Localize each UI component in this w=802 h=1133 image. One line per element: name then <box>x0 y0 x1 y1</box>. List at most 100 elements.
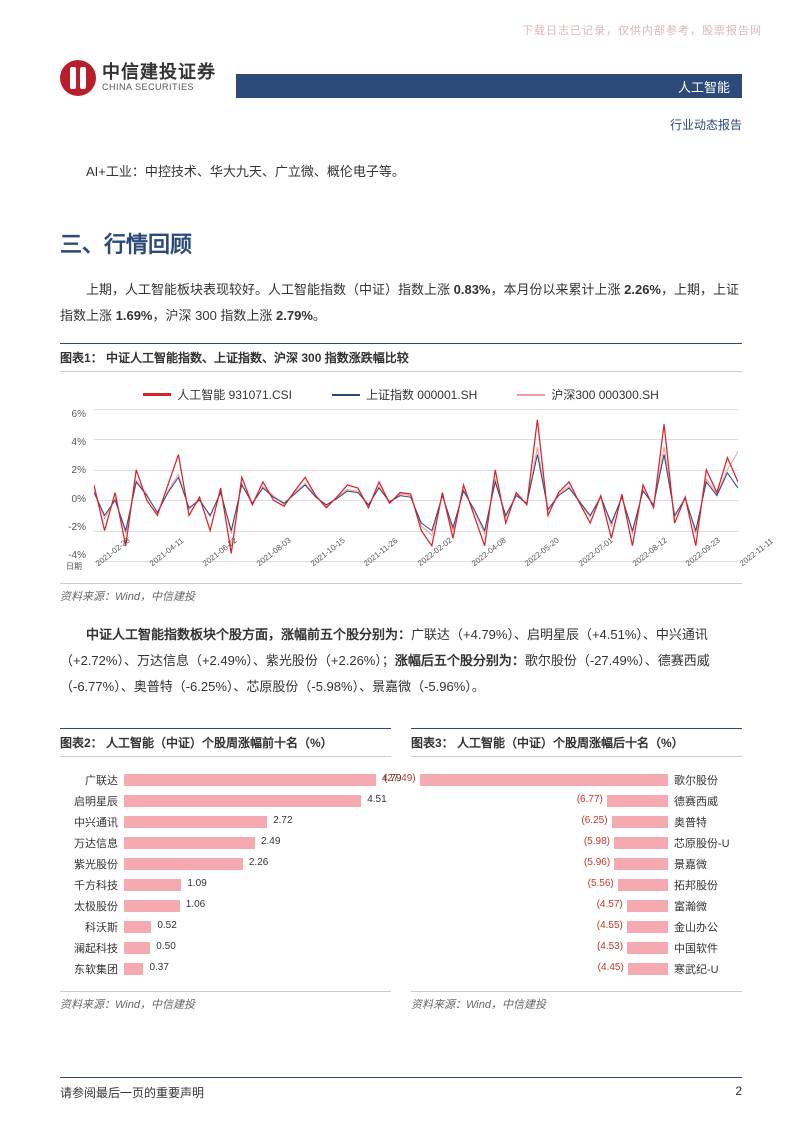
bar-label: 启明星辰 <box>64 793 124 809</box>
watermark: 下载日志已记录，仅供内部参考，股票报告网 <box>522 22 762 38</box>
bar-value: (27.49) <box>384 773 416 784</box>
bold-number: 0.83% <box>454 282 491 297</box>
legend-swatch <box>332 394 360 396</box>
chart1-source: 资料来源：Wind，中信建投 <box>60 583 742 604</box>
bar-fill <box>124 774 376 786</box>
bar-value: 2.26 <box>249 857 268 868</box>
bar-row: 紫光股份 2.26 <box>64 853 387 874</box>
bar-value: 4.51 <box>367 794 386 805</box>
bar-label: 中国软件 <box>668 940 738 956</box>
series-ai <box>94 420 738 554</box>
bar-value: (4.53) <box>597 941 623 952</box>
chart1-legend: 人工智能 931071.CSI 上证指数 000001.SH 沪深300 00030… <box>60 372 742 409</box>
bold-number: 1.69% <box>116 308 153 323</box>
bar-fill <box>124 858 243 870</box>
bar-fill <box>124 837 255 849</box>
chart3-bars: (27.49)歌尔股份(6.77)德赛西威(6.25)奥普特(5.98)芯原股份… <box>411 757 742 987</box>
bar-fill <box>607 795 668 807</box>
bar-track: 0.37 <box>124 963 387 975</box>
bold-number: 2.26% <box>624 282 661 297</box>
bar-row: (4.55)金山办公 <box>415 916 738 937</box>
bar-row: 澜起科技 0.50 <box>64 937 387 958</box>
bar-track: (6.25) <box>415 816 668 828</box>
bar-label: 广联达 <box>64 772 124 788</box>
bar-track: 2.49 <box>124 837 387 849</box>
bar-label: 德赛西威 <box>668 793 738 809</box>
legend-label: 人工智能 931071.CSI <box>177 386 292 403</box>
bar-label: 紫光股份 <box>64 856 124 872</box>
bar-fill <box>612 816 668 828</box>
bar-value: 0.50 <box>156 941 175 952</box>
ytick: 4% <box>60 437 86 448</box>
two-column-charts: 图表2： 人工智能（中证）个股周涨幅前十名（%） 广联达4.79启明星辰 4.51… <box>60 714 742 1012</box>
bar-label: 芯原股份-U <box>668 835 738 851</box>
bar-track: 2.72 <box>124 816 387 828</box>
legend-item: 上证指数 000001.SH <box>332 386 477 403</box>
bar-label: 富瀚微 <box>668 898 738 914</box>
bar-value: 0.52 <box>157 920 176 931</box>
bar-row: 科沃斯0.52 <box>64 916 387 937</box>
ytick: -2% <box>60 522 86 533</box>
bar-label: 奥普特 <box>668 814 738 830</box>
intro-paragraph: AI+工业：中控技术、华大九天、广立微、概伦电子等。 <box>60 159 742 185</box>
bold-number: 2.79% <box>276 308 313 323</box>
bar-label: 太极股份 <box>64 898 124 914</box>
footer-left: 请参阅最后一页的重要声明 <box>60 1084 204 1101</box>
legend-swatch <box>517 394 545 396</box>
xaxis-prefix: 日期 <box>66 561 82 572</box>
logo-en: CHINA SECURITIES <box>102 83 216 93</box>
xtick: 2022-11-11 <box>738 537 775 569</box>
bar-track: (5.56) <box>415 879 668 891</box>
bar-track: 1.06 <box>124 900 387 912</box>
page-content: 中信建投证券 CHINA SECURITIES 人工智能 行业动态报告 AI+工… <box>0 0 802 1052</box>
bar-track: (4.55) <box>415 921 668 933</box>
bar-fill <box>627 900 668 912</box>
chart2-bars: 广联达4.79启明星辰4.51中兴通讯2.72万达信息2.49紫光股份2.26千… <box>60 757 391 987</box>
chart2-title: 图表2： 人工智能（中证）个股周涨幅前十名（%） <box>60 728 391 757</box>
bar-label: 中兴通讯 <box>64 814 124 830</box>
chart1-title: 图表1： 中证人工智能指数、上证指数、沪深 300 指数涨跌幅比较 <box>60 343 742 372</box>
header-band-label: 人工智能 <box>678 77 730 96</box>
bar-fill <box>124 795 361 807</box>
bar-row: 太极股份 1.06 <box>64 895 387 916</box>
legend-label: 上证指数 000001.SH <box>366 386 477 403</box>
bar-track: 0.52 <box>124 921 387 933</box>
section-3-paragraph: 上期，人工智能板块表现较好。人工智能指数（中证）指数上涨 0.83%，本月份以来… <box>60 277 742 329</box>
bar-label: 歌尔股份 <box>668 772 738 788</box>
chart3-title: 图表3： 人工智能（中证）个股周涨幅后十名（%） <box>411 728 742 757</box>
legend-label: 沪深300 000300.SH <box>551 386 658 403</box>
logo-icon <box>60 60 96 96</box>
chart3-column: 图表3： 人工智能（中证）个股周涨幅后十名（%） (27.49)歌尔股份(6.7… <box>411 714 742 1012</box>
bar-row: (5.56)拓邦股份 <box>415 874 738 895</box>
bar-track: 2.26 <box>124 858 387 870</box>
bar-label: 东软集团 <box>64 961 124 977</box>
bar-label: 寒武纪-U <box>668 961 738 977</box>
bar-track: (6.77) <box>415 795 668 807</box>
bar-track: (4.57) <box>415 900 668 912</box>
logo-cn: 中信建投证券 <box>102 63 216 83</box>
legend-item: 人工智能 931071.CSI <box>143 386 292 403</box>
bar-row: (6.25)奥普特 <box>415 811 738 832</box>
bar-fill <box>614 837 668 849</box>
bar-label: 澜起科技 <box>64 940 124 956</box>
section-3-title: 三、行情回顾 <box>60 227 742 259</box>
bar-row: 东软集团0.37 <box>64 958 387 979</box>
page-header: 中信建投证券 CHINA SECURITIES 人工智能 <box>60 60 742 98</box>
bar-fill <box>124 942 150 954</box>
bar-track: 1.09 <box>124 879 387 891</box>
chart3-source: 资料来源：Wind，中信建投 <box>411 991 742 1012</box>
chart1-yaxis: 6%4%2%0%-2%-4% <box>60 409 90 561</box>
bar-track: 4.79 <box>124 774 387 786</box>
bar-fill <box>124 900 180 912</box>
bar-row: 启明星辰 4.51 <box>64 790 387 811</box>
bar-row: (4.53) 中国软件 <box>415 937 738 958</box>
bar-label: 拓邦股份 <box>668 877 738 893</box>
bar-row: (5.96)景嘉微 <box>415 853 738 874</box>
bar-fill <box>618 879 668 891</box>
sub-header: 行业动态报告 <box>60 116 742 133</box>
bar-value: (4.57) <box>597 899 623 910</box>
bar-value: 1.06 <box>186 899 205 910</box>
chart1-xaxis: 日期2021-02-282021-04-112021-06-222021-08-… <box>94 561 738 583</box>
bar-track: (5.96) <box>415 858 668 870</box>
chart1-plot-area <box>94 409 738 561</box>
